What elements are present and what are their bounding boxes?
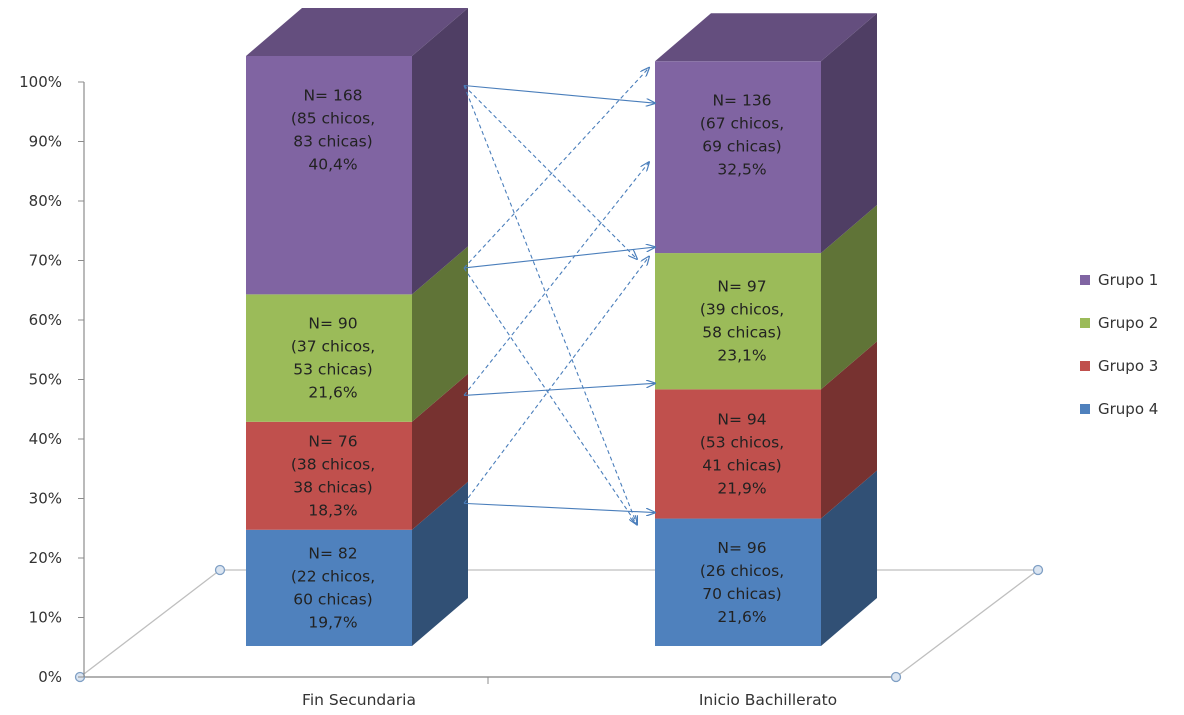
bar-segment-grupo-1 (655, 61, 821, 253)
segment-label-line: 21,9% (717, 479, 766, 497)
legend-swatch-grupo-4 (1080, 404, 1090, 414)
segment-label-line: 19,7% (308, 613, 357, 631)
bar-segment-grupo-4 (655, 519, 821, 646)
segment-label-line: 40,4% (308, 155, 357, 173)
segment-label-line: (85 chicos, (291, 109, 375, 127)
arrow-grupo-2-to-grupo-2 (464, 247, 655, 268)
segment-label-line: N= 76 (308, 432, 357, 450)
y-tick-label: 60% (29, 311, 62, 329)
segment-label-line: 83 chicas) (293, 132, 372, 150)
y-tick-label: 90% (29, 133, 62, 151)
y-tick-label: 80% (29, 192, 62, 210)
y-tick-label: 20% (29, 549, 62, 567)
segment-label-line: 21,6% (308, 384, 357, 402)
y-tick-label: 10% (29, 609, 62, 627)
segment-label-line: (67 chicos, (700, 115, 784, 133)
segment-label-line: 32,5% (717, 161, 766, 179)
bar-segment-grupo-3 (655, 389, 821, 518)
segment-label-line: N= 97 (717, 278, 766, 296)
segment-label-line: 69 chicas) (702, 138, 781, 156)
chart-floor (76, 566, 1043, 685)
category-label: Fin Secundaria (302, 691, 416, 709)
y-tick-label: 50% (29, 371, 62, 389)
legend-label: Grupo 3 (1098, 356, 1158, 376)
segment-label-line: 58 chicas) (702, 324, 781, 342)
transition-arrows (464, 68, 655, 525)
arrow-grupo-1-to-grupo-4 (464, 86, 637, 525)
bar-side-grupo-1 (412, 8, 468, 294)
segment-label-line: (22 chicos, (291, 567, 375, 585)
segment-label-line: N= 168 (303, 86, 362, 104)
legend-item-grupo-4: Grupo 4 (1080, 399, 1180, 419)
segment-label-line: (37 chicos, (291, 338, 375, 356)
segment-label-line: 23,1% (717, 347, 766, 365)
segment-label-line: N= 82 (308, 544, 357, 562)
legend-swatch-grupo-3 (1080, 361, 1090, 371)
segment-label-line: (53 chicos, (700, 433, 784, 451)
floor-plane (80, 570, 1038, 677)
bar-segment-grupo-2 (246, 294, 412, 421)
x-axis: Fin Secundaria Inicio Bachillerato (302, 691, 837, 709)
segment-label-line: N= 96 (717, 539, 766, 557)
legend: Grupo 1 Grupo 2 Grupo 3 Grupo 4 (1080, 270, 1180, 442)
legend-swatch-grupo-2 (1080, 318, 1090, 328)
arrow-grupo-4-to-grupo-1 (464, 257, 649, 504)
segment-label-line: (26 chicos, (700, 562, 784, 580)
floor-handle (892, 673, 901, 682)
segment-label-line: 21,6% (717, 608, 766, 626)
y-tick-label: 100% (19, 73, 62, 91)
segment-label-line: 70 chicas) (702, 585, 781, 603)
arrow-grupo-1-to-grupo-2 (464, 86, 637, 260)
y-axis: 0% 10% 20% 30% 40% 50% 60% 70% 80% 90% 100% (19, 73, 84, 686)
arrow-grupo-1-to-grupo-1 (464, 86, 655, 104)
floor-handle (1034, 566, 1043, 575)
segment-label-line: (38 chicos, (291, 455, 375, 473)
category-label: Inicio Bachillerato (699, 691, 837, 709)
legend-item-grupo-3: Grupo 3 (1080, 356, 1180, 376)
arrow-grupo-3-to-grupo-3 (464, 383, 655, 395)
arrow-grupo-2-to-grupo-1 (464, 68, 649, 268)
legend-label: Grupo 4 (1098, 399, 1158, 419)
legend-item-grupo-2: Grupo 2 (1080, 313, 1180, 333)
segment-label-line: 60 chicas) (293, 590, 372, 608)
segment-label-line: N= 136 (712, 92, 771, 110)
y-tick-label: 70% (29, 252, 62, 270)
y-tick-label: 30% (29, 490, 62, 508)
segment-label-line: (39 chicos, (700, 301, 784, 319)
y-tick-label: 0% (38, 668, 62, 686)
segment-label-line: 41 chicas) (702, 456, 781, 474)
legend-label: Grupo 2 (1098, 313, 1158, 333)
segment-label-line: 53 chicas) (293, 361, 372, 379)
segment-label-line: 18,3% (308, 501, 357, 519)
segment-label-line: N= 94 (717, 410, 766, 428)
arrow-grupo-3-to-grupo-1 (464, 162, 649, 395)
legend-label: Grupo 1 (1098, 270, 1158, 290)
floor-handle (216, 566, 225, 575)
legend-item-grupo-1: Grupo 1 (1080, 270, 1180, 290)
segment-label-line: N= 90 (308, 315, 357, 333)
legend-swatch-grupo-1 (1080, 275, 1090, 285)
bar-segment-grupo-2 (655, 253, 821, 389)
y-tick-label: 40% (29, 430, 62, 448)
segment-label-line: 38 chicas) (293, 478, 372, 496)
